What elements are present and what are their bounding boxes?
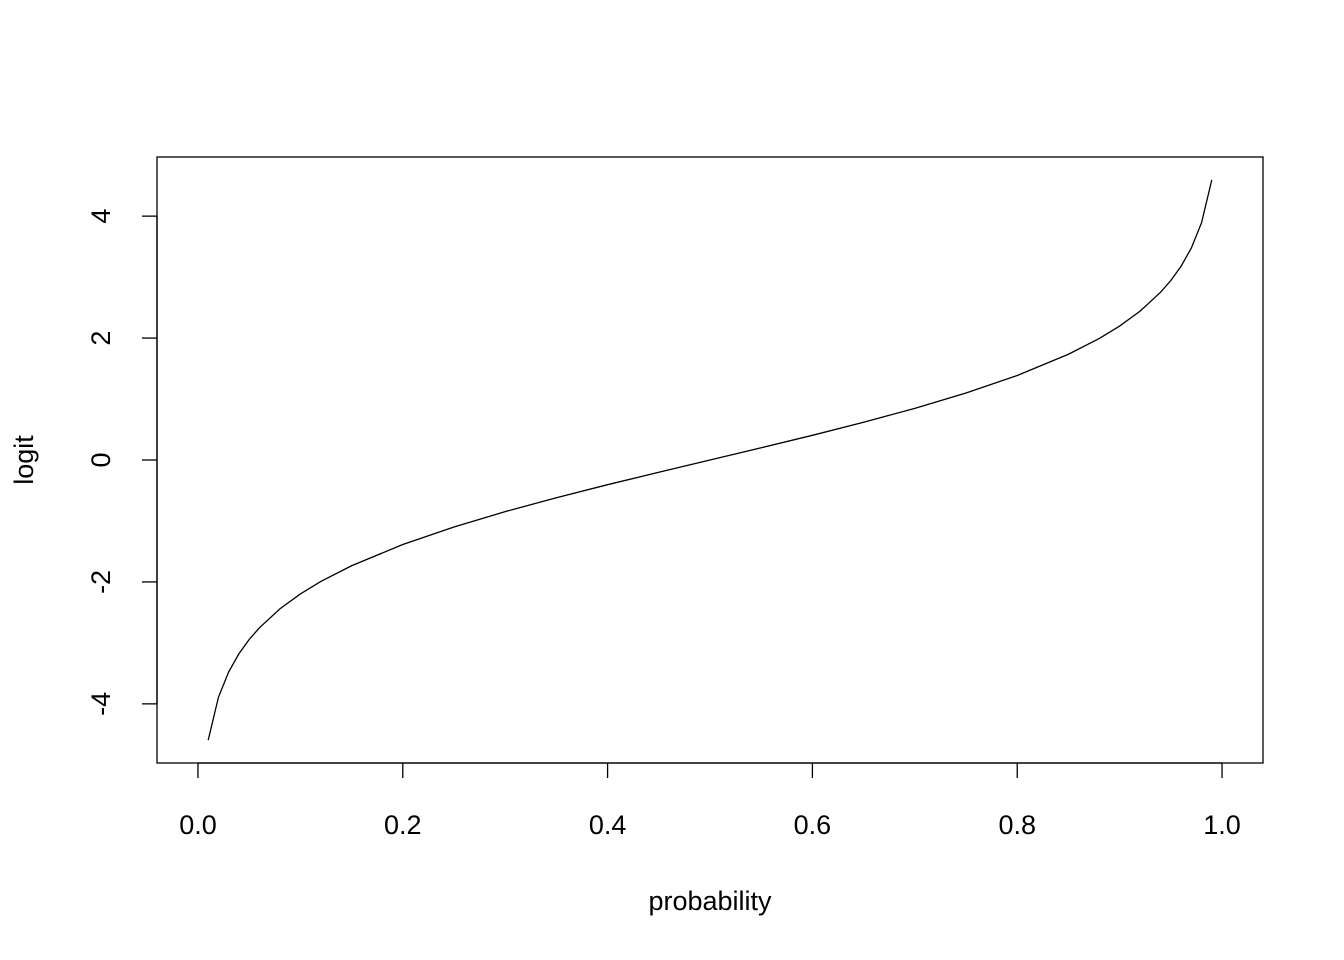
x-tick-label: 0.8 bbox=[998, 810, 1036, 840]
y-tick-label: -4 bbox=[86, 692, 116, 716]
x-tick-label: 1.0 bbox=[1203, 810, 1241, 840]
y-tick-label: 0 bbox=[86, 452, 116, 467]
x-tick-label: 0.0 bbox=[179, 810, 217, 840]
y-tick-label: 4 bbox=[86, 209, 116, 224]
data-line bbox=[207, 179, 1213, 741]
y-axis-label: logit bbox=[9, 435, 39, 485]
y-tick-label: 2 bbox=[86, 331, 116, 346]
x-axis-label: probability bbox=[648, 886, 772, 916]
x-tick-label: 0.2 bbox=[384, 810, 422, 840]
x-tick-label: 0.6 bbox=[794, 810, 832, 840]
y-tick-label: -2 bbox=[86, 570, 116, 594]
x-tick-label: 0.4 bbox=[589, 810, 627, 840]
